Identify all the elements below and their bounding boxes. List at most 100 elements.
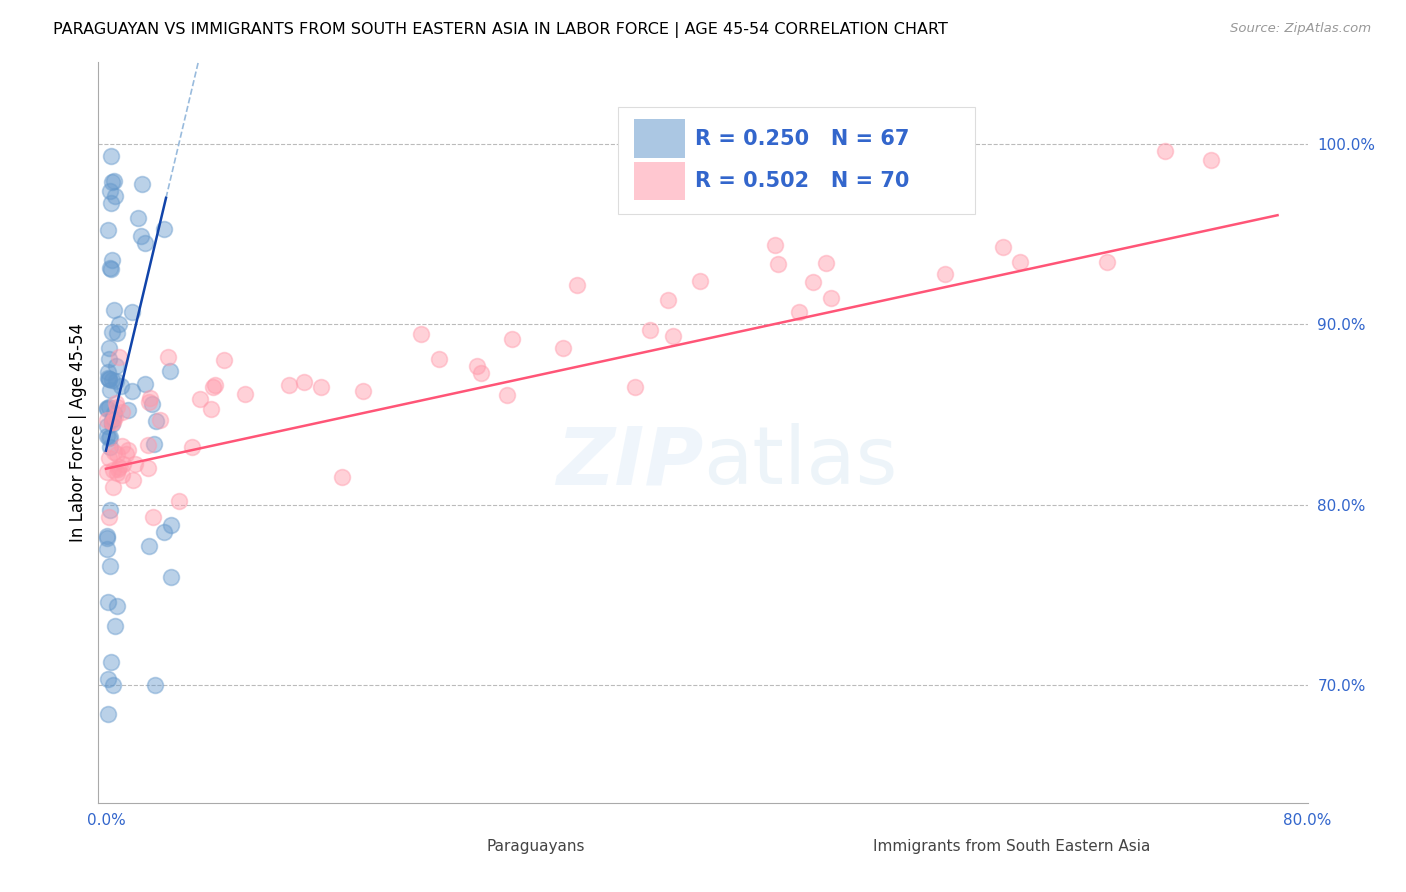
Text: PARAGUAYAN VS IMMIGRANTS FROM SOUTH EASTERN ASIA IN LABOR FORCE | AGE 45-54 CORR: PARAGUAYAN VS IMMIGRANTS FROM SOUTH EAST… (53, 22, 948, 38)
Point (787, 305, 810, 319)
Point (768, 257, 790, 271)
Point (98, 260, 121, 275)
Text: R = 0.502   N = 70: R = 0.502 N = 70 (695, 171, 908, 191)
Point (292, 376, 315, 390)
Point (103, 445, 125, 459)
Point (101, 412, 124, 426)
Point (105, 599, 128, 614)
Point (141, 396, 163, 410)
Point (96, 529, 118, 543)
Point (110, 379, 132, 393)
Point (100, 503, 122, 517)
Point (565, 278, 588, 293)
Point (104, 359, 127, 373)
Point (496, 388, 519, 402)
Point (993, 240, 1015, 254)
Point (98, 431, 121, 445)
Point (153, 524, 176, 539)
Point (138, 391, 160, 405)
Point (159, 363, 181, 377)
Point (98, 430, 121, 444)
Y-axis label: In Labor Force | Age 45-54: In Labor Force | Age 45-54 (69, 323, 87, 542)
Point (103, 303, 125, 318)
Point (97, 223, 120, 237)
Point (127, 211, 149, 225)
Point (105, 400, 128, 414)
Point (98, 383, 121, 397)
Point (97, 451, 120, 466)
Point (311, 379, 333, 393)
Point (110, 439, 132, 453)
Point (100, 195, 122, 210)
Point (100, 440, 122, 454)
Point (277, 378, 299, 392)
Text: Source: ZipAtlas.com: Source: ZipAtlas.com (1230, 22, 1371, 36)
Point (98, 184, 121, 198)
Text: Immigrants from South Eastern Asia: Immigrants from South Eastern Asia (873, 839, 1152, 854)
Point (96, 428, 118, 442)
Point (112, 457, 135, 471)
Point (657, 293, 679, 308)
Point (97, 595, 120, 609)
Point (160, 570, 183, 584)
Text: R = 0.250   N = 67: R = 0.250 N = 67 (695, 128, 908, 149)
Point (105, 447, 128, 461)
Point (820, 291, 842, 305)
Point (662, 328, 685, 343)
Point (204, 378, 226, 392)
Point (105, 326, 128, 340)
Point (689, 274, 711, 288)
Point (117, 403, 139, 417)
Point (180, 440, 202, 454)
Point (551, 341, 574, 355)
Point (97, 342, 120, 356)
FancyBboxPatch shape (619, 107, 976, 214)
Point (188, 392, 211, 407)
Point (138, 540, 160, 554)
Point (100, 655, 122, 669)
Point (143, 678, 166, 692)
Point (145, 414, 167, 428)
Point (934, 268, 956, 282)
FancyBboxPatch shape (634, 120, 685, 158)
Point (134, 235, 156, 250)
Point (103, 406, 125, 420)
Point (201, 380, 224, 394)
Point (156, 351, 179, 365)
Point (101, 325, 124, 339)
Point (96, 532, 118, 546)
Point (115, 447, 138, 461)
Point (100, 262, 122, 277)
Point (149, 413, 172, 427)
Point (1199, 153, 1222, 167)
Point (124, 457, 146, 471)
Point (167, 494, 190, 508)
Point (107, 462, 129, 476)
Point (110, 405, 132, 419)
Point (101, 678, 124, 692)
Point (97, 365, 120, 379)
Point (129, 228, 152, 243)
Point (105, 466, 128, 480)
FancyBboxPatch shape (440, 832, 481, 861)
Point (96, 541, 118, 556)
Point (101, 253, 124, 268)
Point (104, 619, 127, 633)
Text: atlas: atlas (703, 423, 897, 501)
Point (103, 463, 125, 477)
Point (97, 672, 120, 686)
Text: ZIP: ZIP (555, 423, 703, 501)
Point (96, 412, 118, 426)
Point (108, 317, 131, 331)
Point (104, 188, 127, 202)
Point (96, 401, 118, 415)
Point (97, 707, 120, 722)
Point (409, 326, 432, 341)
Point (153, 221, 176, 235)
Point (212, 353, 235, 368)
Point (104, 410, 127, 425)
Point (122, 473, 145, 487)
Point (1154, 144, 1177, 158)
Point (98, 510, 121, 524)
Point (98, 558, 121, 573)
